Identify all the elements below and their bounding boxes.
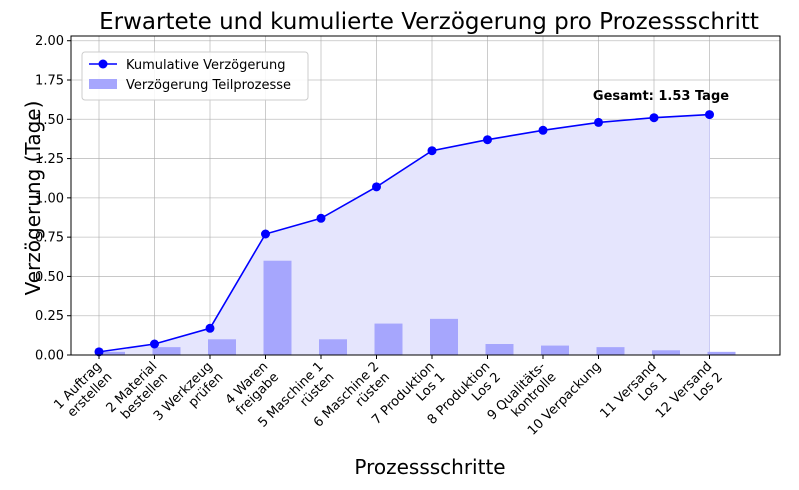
bar <box>374 323 403 355</box>
bar <box>596 347 625 355</box>
legend: Kumulative Verzögerung Verzögerung Teilp… <box>81 51 309 101</box>
bar <box>97 351 125 355</box>
cumulative-point <box>427 146 437 156</box>
bar <box>707 351 736 355</box>
cumulative-point <box>649 113 659 123</box>
cumulative-point <box>483 135 492 145</box>
y-tick-label: 0.25 <box>35 309 64 324</box>
cumulative-point <box>372 182 381 192</box>
y-tick-label: 1.50 <box>35 113 64 128</box>
bar <box>430 318 458 355</box>
cumulative-point <box>150 339 159 349</box>
bar <box>263 260 292 355</box>
y-tick-label: 1.75 <box>35 74 64 89</box>
bars <box>97 260 736 355</box>
legend-marker-swatch <box>98 59 108 69</box>
bar <box>152 347 181 355</box>
y-tick-label: 0.50 <box>35 270 64 285</box>
cumulative-point <box>205 323 215 333</box>
y-tick-label: 2.00 <box>35 34 64 49</box>
legend-label-cumulative: Kumulative Verzögerung <box>126 58 285 73</box>
y-axis-label: Verzögerung (Tage) <box>21 101 45 296</box>
cumulative-polyline <box>98 113 710 353</box>
bar <box>541 345 569 355</box>
cumulative-point <box>705 110 714 120</box>
cumulative-point <box>594 117 603 127</box>
cumulative-point <box>538 125 548 135</box>
legend-bar-swatch <box>89 79 117 89</box>
legend-box <box>81 51 309 101</box>
total-annotation: Gesamt: 1.53 Tage <box>593 89 729 104</box>
bar <box>208 339 236 355</box>
plot-frame <box>70 35 781 356</box>
y-tick-label: 1.00 <box>35 191 64 206</box>
y-tick-label: 1.25 <box>35 152 64 167</box>
cumulative-point <box>94 347 104 357</box>
y-tick-label: 0.00 <box>35 349 64 364</box>
x-axis-label: Prozessschritte <box>354 455 505 479</box>
bar <box>485 344 514 355</box>
y-axis-ticks: 0.00 0.25 0.50 0.75 1.00 1.25 1.50 1.75 2.00 <box>35 34 71 364</box>
bar <box>319 339 347 355</box>
chart-title: Erwartete und kumulierte Verzögerung pro… <box>99 9 759 35</box>
cumulative-point <box>261 229 270 239</box>
legend-label-bars: Verzögerung Teilprozesse <box>126 78 291 93</box>
y-tick-label: 0.75 <box>35 231 64 246</box>
cumulative-point <box>316 213 326 223</box>
cumulative-line <box>94 110 714 357</box>
bar <box>652 350 680 355</box>
